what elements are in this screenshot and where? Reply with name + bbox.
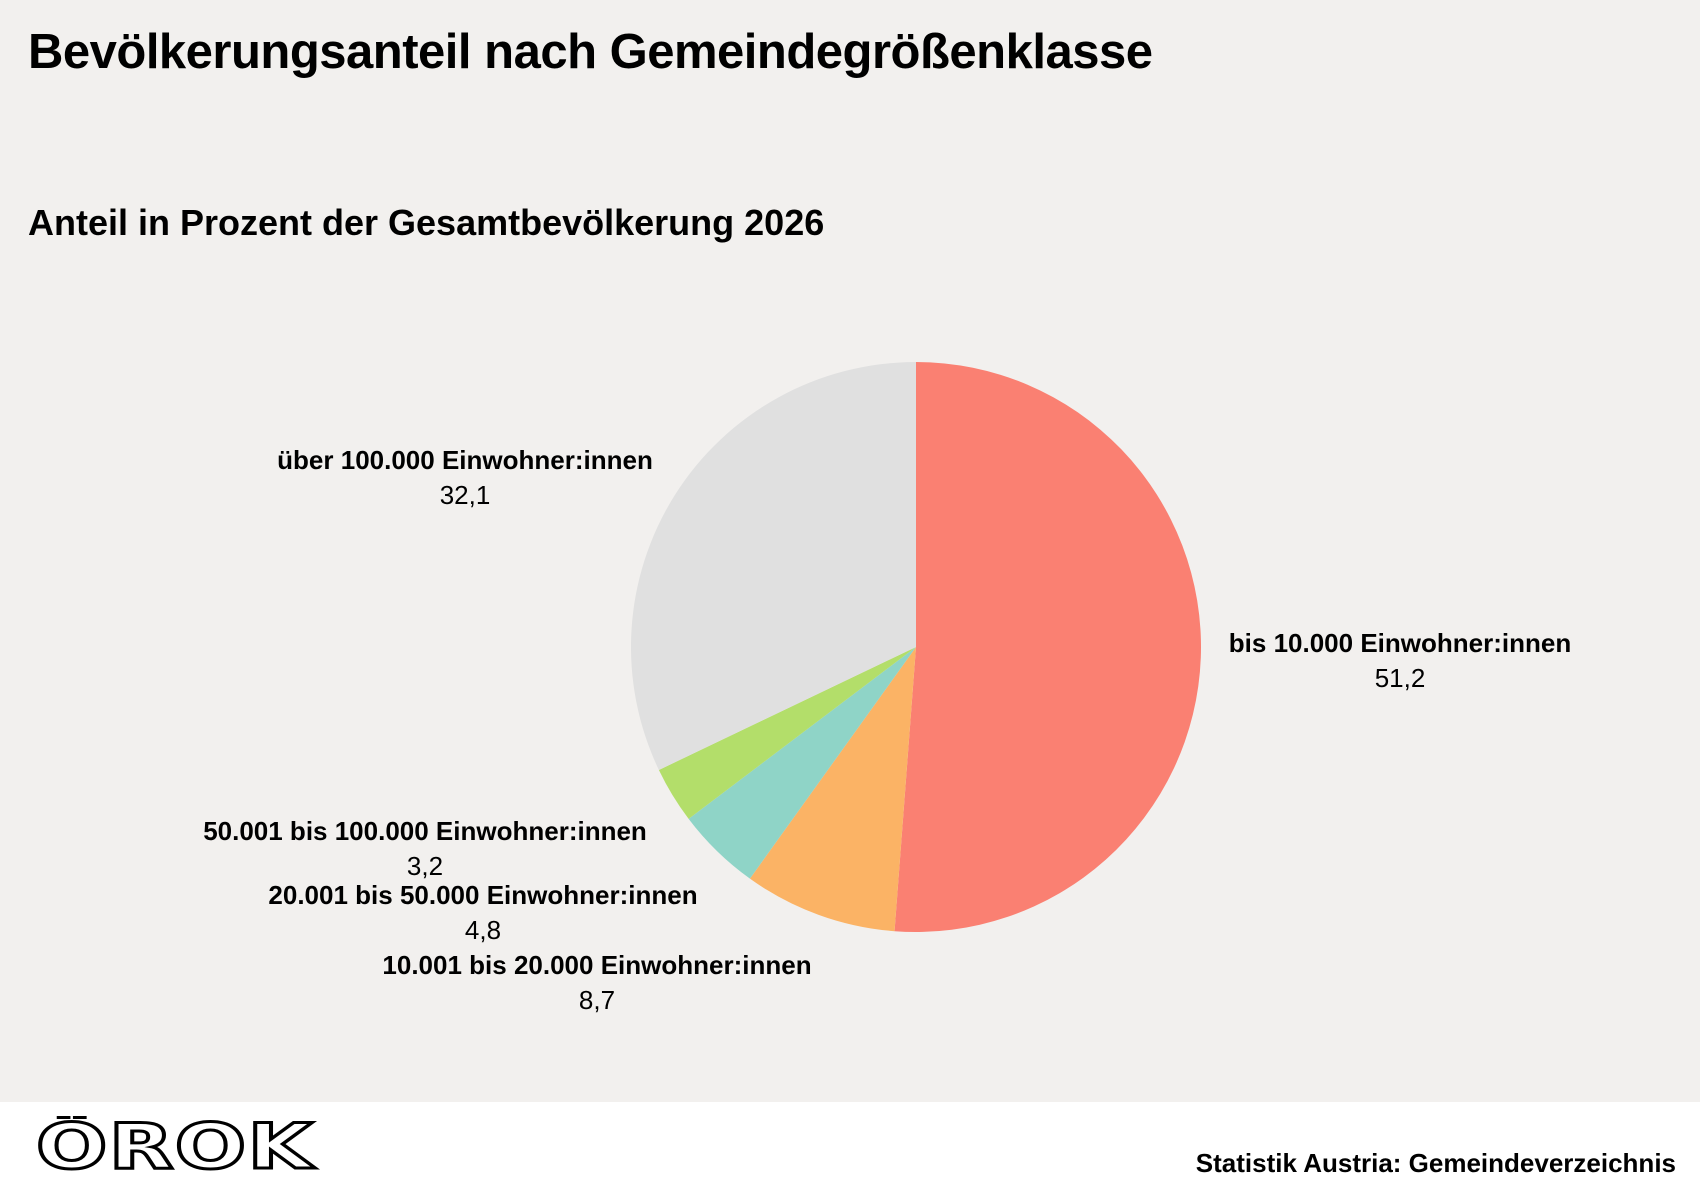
source-note: Statistik Austria: Gemeindeverzeichnis bbox=[1195, 1148, 1676, 1178]
slice-label: bis 10.000 Einwohner:innen bbox=[1229, 628, 1571, 658]
slice-label: über 100.000 Einwohner:innen bbox=[277, 445, 653, 475]
slice-value-label: 3,2 bbox=[407, 851, 443, 881]
oerok-logo: ÖROK bbox=[35, 1116, 316, 1176]
pie-slice bbox=[749, 647, 916, 932]
logo-text: ÖROK bbox=[36, 1116, 315, 1176]
slice-value-label: 51,2 bbox=[1375, 663, 1426, 693]
pie-slices bbox=[631, 362, 1202, 932]
slice-value-label: 8,7 bbox=[579, 985, 615, 1015]
pie-chart: bis 10.000 Einwohner:innen 51,2 10.001 bis… bbox=[203, 362, 1571, 1015]
footer bbox=[0, 1102, 1700, 1187]
pie-labels: bis 10.000 Einwohner:innen 51,2 10.001 bis… bbox=[203, 445, 1571, 1015]
slice-value-label: 32,1 bbox=[440, 480, 491, 510]
pie-slice bbox=[894, 362, 1202, 932]
chart-subtitle: Anteil in Prozent der Gesamtbevölkerung … bbox=[28, 202, 825, 243]
pie-slice bbox=[631, 362, 916, 770]
slice-label: 20.001 bis 50.000 Einwohner:innen bbox=[268, 880, 697, 910]
chart-title: Bevölkerungsanteil nach Gemeindegrößenkl… bbox=[28, 25, 1153, 79]
pie-slice bbox=[688, 647, 916, 879]
pie-slice bbox=[658, 647, 916, 819]
slice-label: 10.001 bis 20.000 Einwohner:innen bbox=[382, 950, 811, 980]
slice-label: 50.001 bis 100.000 Einwohner:innen bbox=[203, 816, 647, 846]
slice-value-label: 4,8 bbox=[465, 915, 501, 945]
